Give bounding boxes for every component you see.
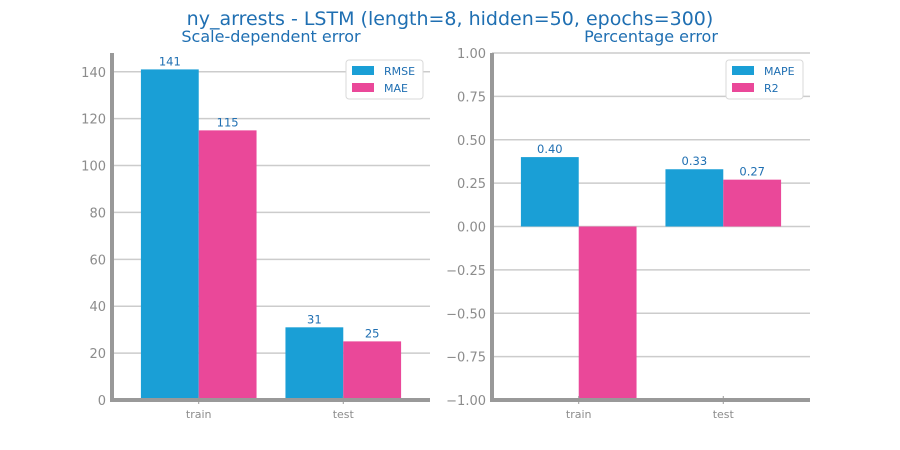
legend-swatch-r2 bbox=[732, 83, 754, 92]
legend-swatch-mae bbox=[352, 83, 374, 92]
y-tick-label: 0.00 bbox=[457, 221, 486, 236]
y-tick-label: 0.75 bbox=[457, 90, 486, 105]
y-tick-label: 140 bbox=[81, 66, 106, 81]
y-tick-label: −1.00 bbox=[446, 394, 486, 409]
x-tick-label: train bbox=[566, 408, 592, 421]
bar-value-label: 0.40 bbox=[537, 142, 563, 156]
bar-value-label: 25 bbox=[365, 326, 380, 340]
y-tick-label: 20 bbox=[89, 347, 106, 362]
x-tick-label: test bbox=[333, 408, 355, 421]
y-tick-label: 60 bbox=[89, 253, 106, 268]
bar-mape-train bbox=[520, 157, 579, 227]
y-tick-label: −0.50 bbox=[446, 307, 486, 322]
bar-mae-test bbox=[343, 341, 402, 400]
bar-value-label: 115 bbox=[217, 115, 239, 129]
bar-rmse-train bbox=[140, 69, 199, 400]
x-tick-label: train bbox=[186, 408, 212, 421]
bar-mape-test bbox=[665, 169, 724, 227]
bar-mae-train bbox=[198, 130, 257, 400]
bar-value-label: 141 bbox=[159, 54, 181, 68]
legend-label-mae: MAE bbox=[384, 82, 408, 95]
y-tick-label: 0.50 bbox=[457, 134, 486, 149]
bar-r2-test bbox=[723, 179, 782, 227]
bar-rmse-test bbox=[285, 327, 344, 400]
legend-swatch-rmse bbox=[352, 66, 374, 75]
legend: MAPE R2 bbox=[725, 59, 804, 100]
y-tick-label: 100 bbox=[81, 160, 106, 175]
y-tick-label: 120 bbox=[81, 113, 106, 128]
y-tick-label: 40 bbox=[89, 300, 106, 315]
y-tick-label: 80 bbox=[89, 206, 106, 221]
bar-value-label: 0.33 bbox=[682, 154, 708, 168]
scale-dependent-error-chart: Scale-dependent error 0 20 40 60 80 100 120 140 1… bbox=[81, 27, 430, 421]
legend-swatch-mape bbox=[732, 66, 754, 75]
bar-value-label: 31 bbox=[307, 312, 322, 326]
x-tick-label: test bbox=[713, 408, 735, 421]
bar-value-label: 0.27 bbox=[739, 165, 765, 179]
y-tick-label: 0 bbox=[98, 394, 106, 409]
chart-title: Scale-dependent error bbox=[181, 27, 361, 46]
y-tick-label: 1.00 bbox=[457, 47, 486, 62]
legend: RMSE MAE bbox=[345, 59, 424, 100]
chart-title: Percentage error bbox=[584, 27, 718, 46]
legend-label-mape: MAPE bbox=[764, 65, 795, 78]
bar-r2-train bbox=[578, 226, 637, 400]
legend-label-rmse: RMSE bbox=[384, 65, 415, 78]
percentage-error-chart: Percentage error −1.00 −0.75 −0.50 −0.25 0.00… bbox=[446, 27, 810, 421]
y-tick-label: −0.75 bbox=[446, 351, 486, 366]
legend-label-r2: R2 bbox=[764, 82, 779, 95]
y-tick-label: 0.25 bbox=[457, 177, 486, 192]
figure-title: ny_arrests - LSTM (length=8, hidden=50, … bbox=[187, 8, 714, 30]
y-tick-label: −0.25 bbox=[446, 264, 486, 279]
